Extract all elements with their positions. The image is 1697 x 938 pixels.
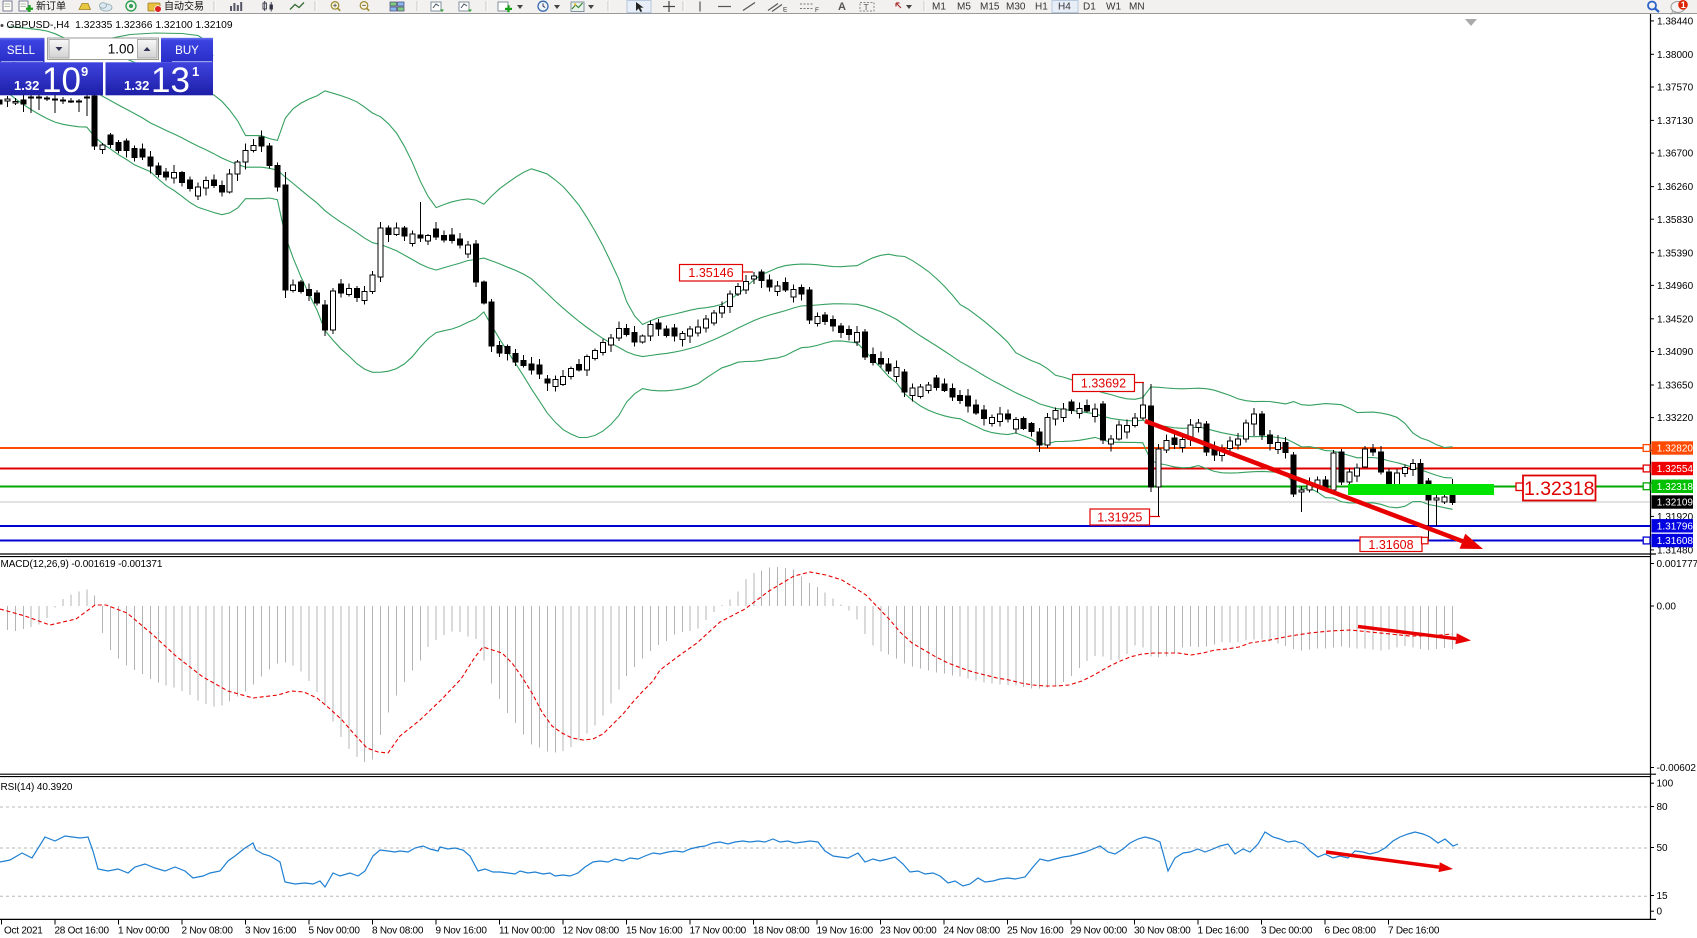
svg-text:0.00: 0.00: [1657, 602, 1677, 613]
svg-text:2 Nov 08:00: 2 Nov 08:00: [182, 926, 234, 937]
svg-text:1.00: 1.00: [108, 42, 134, 57]
svg-text:M15: M15: [980, 2, 1000, 13]
svg-text:3 Dec 00:00: 3 Dec 00:00: [1261, 926, 1313, 937]
svg-text:1.31480: 1.31480: [1657, 546, 1694, 557]
svg-text:A: A: [838, 1, 846, 13]
svg-text:1.31796: 1.31796: [1657, 521, 1694, 532]
svg-text:6 Dec 08:00: 6 Dec 08:00: [1325, 926, 1377, 937]
svg-text:1.36700: 1.36700: [1657, 149, 1694, 160]
svg-text:30 Nov 08:00: 30 Nov 08:00: [1134, 926, 1191, 937]
svg-text:1.31608: 1.31608: [1657, 536, 1694, 547]
svg-text:-0.00602: -0.00602: [1657, 763, 1697, 774]
svg-text:9: 9: [81, 64, 88, 79]
svg-text:24 Nov 08:00: 24 Nov 08:00: [944, 926, 1001, 937]
svg-text:1.37570: 1.37570: [1657, 83, 1694, 94]
svg-text:1.33220: 1.33220: [1657, 413, 1694, 424]
svg-text:1.38000: 1.38000: [1657, 50, 1694, 61]
svg-text:23 Nov 00:00: 23 Nov 00:00: [880, 926, 937, 937]
svg-text:1.33650: 1.33650: [1657, 381, 1694, 392]
svg-text:H4: H4: [1058, 2, 1071, 13]
svg-text:1: 1: [1681, 0, 1686, 10]
svg-text:19 Nov 16:00: 19 Nov 16:00: [817, 926, 874, 937]
svg-text:0: 0: [1657, 907, 1663, 918]
svg-text:5 Nov 00:00: 5 Nov 00:00: [309, 926, 361, 937]
svg-text:1.32: 1.32: [124, 78, 149, 93]
svg-text:1.34960: 1.34960: [1657, 281, 1694, 292]
svg-text:0.001777: 0.001777: [1657, 559, 1697, 570]
svg-text:W1: W1: [1106, 2, 1121, 13]
svg-text:1.35390: 1.35390: [1657, 248, 1694, 259]
svg-text:新订单: 新订单: [36, 0, 66, 13]
svg-text:1.36260: 1.36260: [1657, 182, 1694, 193]
svg-text:SELL: SELL: [7, 45, 36, 57]
svg-text:28 Oct 16:00: 28 Oct 16:00: [55, 926, 110, 937]
svg-text:1.32318: 1.32318: [1657, 482, 1694, 493]
svg-text:M1: M1: [932, 2, 946, 13]
svg-text:1.34090: 1.34090: [1657, 347, 1694, 358]
svg-text:1.32109: 1.32109: [1657, 498, 1694, 509]
svg-text:1.32: 1.32: [14, 78, 39, 93]
svg-text:17 Nov 00:00: 17 Nov 00:00: [690, 926, 747, 937]
svg-text:T: T: [864, 2, 869, 12]
svg-text:1 Nov 00:00: 1 Nov 00:00: [118, 926, 170, 937]
svg-text:E: E: [783, 7, 788, 14]
svg-text:7 Dec 16:00: 7 Dec 16:00: [1388, 926, 1440, 937]
svg-text:RSI(14) 40.3920: RSI(14) 40.3920: [1, 782, 73, 793]
svg-text:1.32318: 1.32318: [1524, 478, 1595, 500]
svg-text:M5: M5: [957, 2, 971, 13]
svg-text:BUY: BUY: [175, 45, 199, 57]
svg-text:1.35830: 1.35830: [1657, 215, 1694, 226]
svg-text:1.34520: 1.34520: [1657, 314, 1694, 325]
svg-text:1.31920: 1.31920: [1657, 512, 1694, 523]
svg-text:1.33692: 1.33692: [1081, 377, 1126, 391]
svg-text:15 Nov 16:00: 15 Nov 16:00: [626, 926, 683, 937]
svg-text:GBPUSD-,H4 1.32335 1.32366 1.: GBPUSD-,H4 1.32335 1.32366 1.32100 1.321…: [7, 20, 233, 31]
svg-text:15: 15: [1657, 891, 1669, 902]
svg-text:13: 13: [151, 61, 190, 100]
svg-text:1.38440: 1.38440: [1657, 17, 1694, 28]
svg-text:10: 10: [42, 61, 81, 100]
svg-text:1.31925: 1.31925: [1097, 511, 1142, 525]
svg-text:18 Nov 08:00: 18 Nov 08:00: [753, 926, 810, 937]
svg-text:50: 50: [1657, 843, 1669, 854]
svg-text:1.31608: 1.31608: [1368, 538, 1413, 552]
svg-text:29 Nov 00:00: 29 Nov 00:00: [1071, 926, 1128, 937]
svg-text:12 Nov 08:00: 12 Nov 08:00: [563, 926, 620, 937]
svg-text:D1: D1: [1083, 2, 1096, 13]
svg-text:MACD(12,26,9) -0.001619 -0.001: MACD(12,26,9) -0.001619 -0.001371: [1, 559, 163, 570]
svg-text:1: 1: [192, 64, 199, 79]
svg-text:1.32820: 1.32820: [1657, 444, 1694, 455]
svg-text:25 Nov 16:00: 25 Nov 16:00: [1007, 926, 1064, 937]
svg-text:1.35146: 1.35146: [688, 266, 733, 280]
svg-text:F: F: [815, 7, 819, 14]
svg-text:1.37130: 1.37130: [1657, 116, 1694, 127]
svg-text:80: 80: [1657, 802, 1669, 813]
svg-text:自动交易: 自动交易: [164, 0, 204, 13]
svg-text:100: 100: [1657, 779, 1674, 790]
svg-text:MN: MN: [1129, 2, 1145, 13]
svg-text:M30: M30: [1006, 2, 1026, 13]
svg-text:1 Dec 16:00: 1 Dec 16:00: [1198, 926, 1250, 937]
svg-text:Oct 2021: Oct 2021: [4, 926, 43, 937]
svg-text:H1: H1: [1035, 2, 1048, 13]
svg-text:9 Nov 16:00: 9 Nov 16:00: [436, 926, 488, 937]
svg-text:3 Nov 16:00: 3 Nov 16:00: [245, 926, 297, 937]
svg-text:1.32554: 1.32554: [1657, 464, 1694, 475]
svg-text:8 Nov 08:00: 8 Nov 08:00: [372, 926, 424, 937]
svg-text:11 Nov 00:00: 11 Nov 00:00: [499, 926, 555, 937]
